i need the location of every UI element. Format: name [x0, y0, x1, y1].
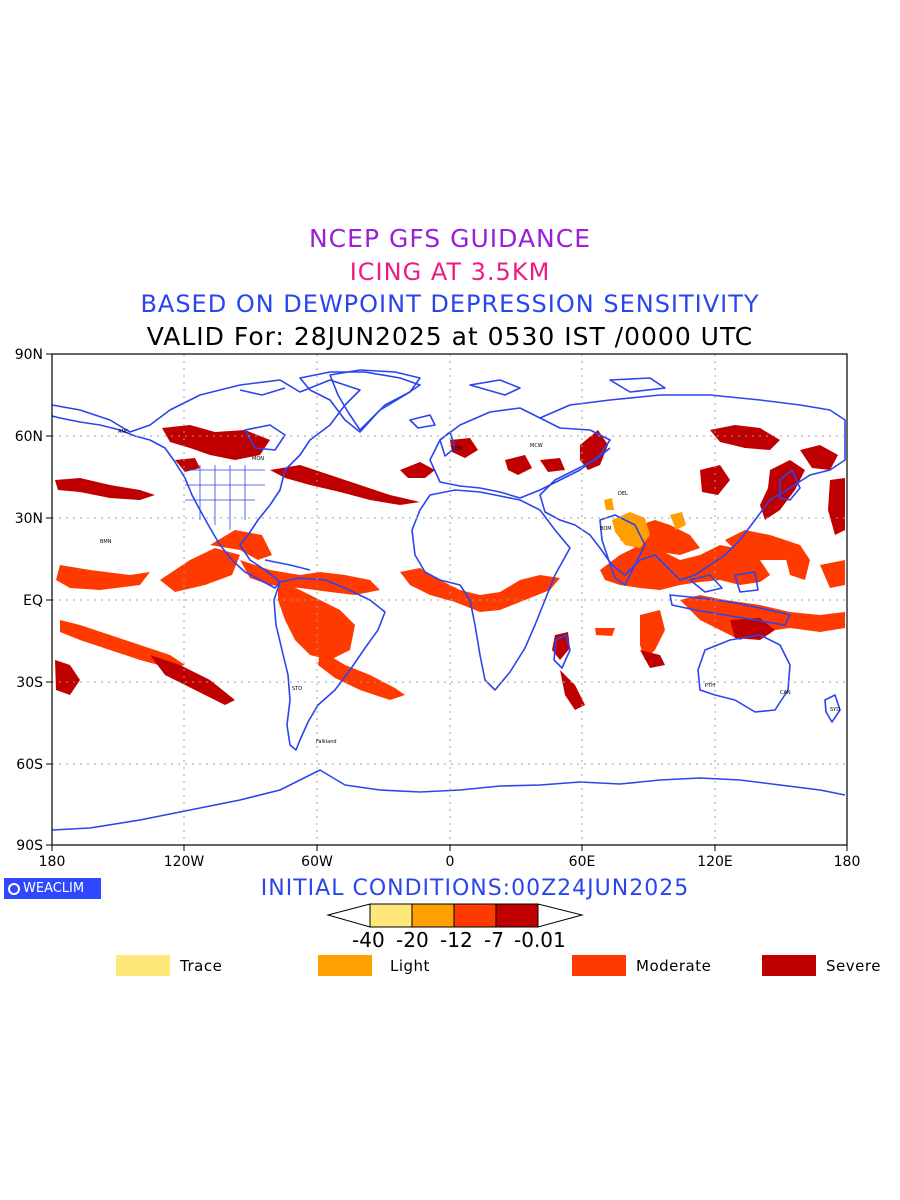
colorbar-swatch-light [411, 903, 455, 928]
valid-time-title: VALID For: 28JUN2025 at 0530 IST /0000 U… [146, 322, 754, 351]
y-axis-labels: 90N 60N 30N EQ 30S 60S 90S [15, 347, 43, 854]
graticule [52, 354, 847, 845]
light-icing-areas [604, 498, 686, 548]
station-label: CAN [780, 690, 791, 696]
station-label: STO [292, 686, 302, 692]
coastlines [51, 369, 846, 831]
x-tick-label: 0 [446, 854, 455, 870]
colorbar-right-arrow [537, 903, 584, 928]
legend-label-trace: Trace [180, 957, 223, 975]
title-line-2: ICING AT 3.5KM [349, 258, 551, 286]
legend-swatch-severe [762, 955, 816, 976]
legend-label-light: Light [390, 957, 430, 975]
station-label: BOM [600, 526, 612, 532]
colorbar-swatch-severe [495, 903, 539, 928]
station-label: PTH [705, 683, 715, 689]
legend-label-severe: Severe [826, 957, 881, 975]
colorbar-label: -40 [352, 928, 385, 952]
x-tick-label: 180 [834, 854, 861, 870]
colorbar-swatch-moderate [453, 903, 497, 928]
world-icing-map: ANC MON BMN Falkland STO PTH CAN LON MCW… [15, 347, 861, 870]
x-tick-label: 180 [39, 854, 66, 870]
x-tick-label: 120W [164, 854, 205, 870]
y-tick-label: 60S [16, 757, 43, 773]
legend-swatch-light [318, 955, 372, 976]
logo-text: WEACLIM [23, 881, 85, 896]
title-line-3: BASED ON DEWPOINT DEPRESSION SENSITIVITY [140, 290, 760, 318]
station-label: MON [252, 456, 264, 462]
moderate-icing-areas [56, 520, 845, 700]
legend-swatch-trace [116, 955, 170, 976]
station-labels: ANC MON BMN Falkland STO PTH CAN LON MCW… [100, 429, 840, 745]
colorbar-left-arrow [326, 903, 371, 928]
y-tick-label: EQ [23, 593, 43, 609]
station-label: Falkland [316, 739, 337, 745]
y-tick-label: 30S [16, 675, 43, 691]
colorbar-label: -7 [484, 928, 504, 952]
icing-field-layer [55, 425, 845, 710]
x-tick-label: 60W [301, 854, 333, 870]
initial-conditions: INITIAL CONDITIONS:00Z24JUN2025 [260, 876, 690, 901]
colorbar-swatch-trace [369, 903, 413, 928]
y-tick-label: 30N [15, 511, 43, 527]
station-label: DEL [618, 491, 628, 497]
legend-label-moderate: Moderate [636, 957, 712, 975]
x-tick-label: 120E [697, 854, 733, 870]
y-tick-label: 60N [15, 429, 43, 445]
y-tick-label: 90N [15, 347, 43, 363]
icing-colorbar [326, 903, 584, 928]
station-label: BMN [100, 539, 112, 545]
station-label: ANC [118, 429, 129, 435]
colorbar-label: -12 [440, 928, 473, 952]
weaclim-logo: WEACLIM [4, 878, 101, 899]
x-tick-label: 60E [569, 854, 596, 870]
y-tick-label: 90S [16, 838, 43, 854]
colorbar-label: -20 [396, 928, 429, 952]
axis-ticks [46, 353, 848, 851]
severe-icing-areas [55, 425, 845, 710]
station-label: MCW [530, 443, 543, 449]
station-label: SYD [830, 707, 840, 713]
station-label: LON [452, 446, 463, 452]
colorbar-label: -0.01 [514, 928, 566, 952]
legend-swatch-moderate [572, 955, 626, 976]
logo-ring-icon [8, 883, 20, 895]
title-line-1: NCEP GFS GUIDANCE [308, 224, 591, 253]
us-state-borders [185, 465, 265, 530]
x-axis-labels: 180 120W 60W 0 60E 120E 180 [39, 854, 861, 870]
